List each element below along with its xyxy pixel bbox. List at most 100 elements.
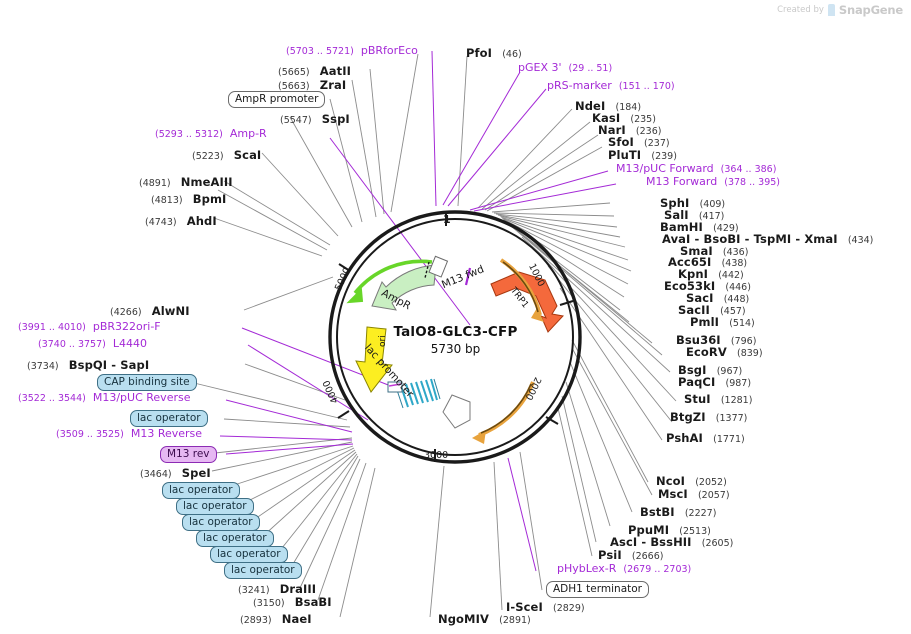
- enzyme-label-bsu36i[interactable]: Bsu36I (796): [676, 331, 756, 347]
- enzyme-label-draiii[interactable]: (3241) DraIII: [238, 580, 316, 596]
- enzyme-label-eco53ki[interactable]: Eco53kI (446): [664, 277, 751, 293]
- enzyme-label-acc65i[interactable]: Acc65I (438): [668, 253, 747, 269]
- enzyme-label-pshai[interactable]: PshAI (1771): [666, 429, 745, 445]
- primer-label-phyblex-r[interactable]: pHybLex-R (2679 .. 2703): [557, 563, 691, 575]
- feature-box-adh1-terminator[interactable]: ADH1 terminator: [546, 581, 649, 599]
- label-position: (5703 .. 5721): [286, 46, 354, 57]
- enzyme-label-ppumi[interactable]: PpuMI (2513): [628, 521, 711, 537]
- label-name: M13 Forward: [646, 175, 718, 188]
- feature-box-lac-operator[interactable]: lac operator: [182, 514, 260, 532]
- primer-label-m13-forward[interactable]: M13 Forward (378 .. 395): [646, 176, 780, 188]
- label-name: BspQI - SapI: [68, 358, 150, 372]
- label-position: (2513): [679, 526, 711, 537]
- label-name: NcoI: [656, 474, 686, 488]
- feature-box-m13-rev[interactable]: M13 rev: [160, 446, 217, 464]
- enzyme-label-pmli[interactable]: PmlI (514): [690, 313, 755, 329]
- label-position: (839): [737, 348, 763, 359]
- label-name: I-SceI: [506, 600, 543, 614]
- enzyme-label-asci-bsshii[interactable]: AscI - BssHII (2605): [610, 533, 733, 549]
- enzyme-label-ncoi[interactable]: NcoI (2052): [656, 472, 727, 488]
- feature-box-lac-operator[interactable]: lac operator: [224, 562, 302, 580]
- enzyme-label-naei[interactable]: (2893) NaeI: [240, 610, 312, 626]
- enzyme-label-ndei[interactable]: NdeI (184): [575, 97, 641, 113]
- feature-box-lac-operator[interactable]: lac operator: [176, 498, 254, 516]
- label-name: PsiI: [598, 548, 622, 562]
- label-position: (434): [847, 235, 874, 246]
- enzyme-label-aatii[interactable]: (5665) AatII: [278, 62, 351, 78]
- enzyme-label-bpmi[interactable]: (4813) BpmI: [151, 190, 226, 206]
- primer-label-l4440[interactable]: (3740 .. 3757) L4440: [38, 338, 147, 350]
- enzyme-label-msci[interactable]: MscI (2057): [658, 485, 730, 501]
- enzyme-label-sphi[interactable]: SphI (409): [660, 194, 725, 210]
- enzyme-label-bamhi[interactable]: BamHI (429): [660, 218, 739, 234]
- enzyme-label-kasi[interactable]: KasI (235): [592, 109, 656, 125]
- primer-label-pbrforeco[interactable]: (5703 .. 5721) pBRforEco: [286, 45, 418, 57]
- primer-label-amp-r[interactable]: (5293 .. 5312) Amp-R: [155, 128, 267, 140]
- label-position: (2227): [684, 508, 717, 519]
- enzyme-label-sspi[interactable]: (5547) SspI: [280, 110, 350, 126]
- feature-box-lac-operator[interactable]: lac operator: [162, 482, 240, 500]
- snapgene-watermark: Created by SnapGene: [777, 3, 903, 17]
- label-name: PmlI: [690, 315, 720, 329]
- position-ticks: [337, 212, 574, 462]
- enzyme-label-alwni[interactable]: (4266) AlwNI: [110, 302, 190, 318]
- enzyme-label-avai-bsobi-tspmi-xmai[interactable]: AvaI - BsoBI - TspMI - XmaI (434): [662, 230, 873, 246]
- enzyme-label-scai[interactable]: (5223) ScaI: [192, 146, 261, 162]
- label-position: (235): [630, 114, 656, 125]
- enzyme-label-bstbi[interactable]: BstBI (2227): [640, 503, 716, 519]
- enzyme-label-spei[interactable]: (3464) SpeI: [140, 464, 211, 480]
- label-position: (2666): [631, 551, 664, 562]
- enzyme-label-psii[interactable]: PsiI (2666): [598, 546, 663, 562]
- enzyme-label-bspqi-sapi[interactable]: (3734) BspQI - SapI: [27, 356, 149, 372]
- enzyme-label-bsabi[interactable]: (3150) BsaBI: [253, 593, 332, 609]
- primer-label-m13-reverse[interactable]: (3509 .. 3525) M13 Reverse: [56, 428, 202, 440]
- feature-ampR: [371, 255, 449, 311]
- enzyme-label-paqci[interactable]: PaqCI (987): [678, 373, 751, 389]
- enzyme-label-ahdi[interactable]: (4743) AhdI: [145, 212, 217, 228]
- enzyme-label-saci[interactable]: SacI (448): [686, 289, 749, 305]
- enzyme-label-pluti[interactable]: PluTI (239): [608, 146, 677, 162]
- enzyme-label-sfoi[interactable]: SfoI (237): [608, 133, 670, 149]
- label-name: pHybLex-R: [557, 562, 617, 575]
- feature-box-lac-operator[interactable]: lac operator: [210, 546, 288, 564]
- label-name: ScaI: [233, 148, 262, 162]
- enzyme-label-pfoi[interactable]: PfoI (46): [466, 44, 522, 60]
- enzyme-label-kpni[interactable]: KpnI (442): [678, 265, 744, 281]
- enzyme-label-nmeaiii[interactable]: (4891) NmeAIII: [139, 173, 233, 189]
- enzyme-label-zrai[interactable]: (5663) ZraI: [278, 76, 346, 92]
- enzyme-label-sacii[interactable]: SacII (457): [678, 301, 746, 317]
- label-position: (239): [651, 151, 677, 162]
- primer-label-prs-marker[interactable]: pRS-marker (151 .. 170): [547, 80, 675, 92]
- primer-label-pbr322ori-f[interactable]: (3991 .. 4010) pBR322ori-F: [18, 321, 161, 333]
- feature-TRP1: [490, 271, 564, 333]
- feature-box-ampr-promoter[interactable]: AmpR promoter: [228, 91, 326, 109]
- label-position: (184): [615, 102, 642, 113]
- enzyme-label-smai[interactable]: SmaI (436): [680, 242, 748, 258]
- primer-label-m13-puc-forward[interactable]: M13/pUC Forward (364 .. 386): [616, 163, 776, 175]
- enzyme-label-ecorv[interactable]: EcoRV (839): [686, 343, 763, 359]
- feature-box-cap-binding-site[interactable]: CAP binding site: [97, 374, 197, 392]
- primer-label-m13-puc-reverse[interactable]: (3522 .. 3544) M13/pUC Reverse: [18, 392, 190, 404]
- feature-box-lac-operator[interactable]: lac operator: [130, 410, 208, 428]
- enzyme-label-btgzi[interactable]: BtgZI (1377): [670, 408, 747, 424]
- label-name: pBRforEco: [360, 44, 418, 57]
- label-position: (967): [716, 366, 743, 377]
- enzyme-label-bsgi[interactable]: BsgI (967): [678, 361, 742, 377]
- label-position: (236): [635, 126, 662, 137]
- feature-lac-operator-cluster: [387, 378, 441, 409]
- enzyme-label-nari[interactable]: NarI (236): [598, 121, 661, 137]
- label-position: (429): [713, 223, 739, 234]
- plasmid-size: 5730 bp: [430, 342, 481, 356]
- label-name: PaqCI: [678, 375, 716, 389]
- enzyme-label-ngomiv[interactable]: NgoMIV (2891): [438, 610, 531, 626]
- primer-label-pgex-3[interactable]: pGEX 3' (29 .. 51): [518, 62, 612, 74]
- enzyme-label-i-scei[interactable]: I-SceI (2829): [506, 598, 585, 614]
- enzyme-label-sali[interactable]: SalI (417): [664, 206, 724, 222]
- label-name: BstBI: [640, 505, 675, 519]
- label-position: (3241): [238, 585, 270, 596]
- label-name: NdeI: [575, 99, 606, 113]
- label-position: (987): [725, 378, 752, 389]
- enzyme-label-stui[interactable]: StuI (1281): [684, 390, 752, 406]
- feature-box-lac-operator[interactable]: lac operator: [196, 530, 274, 548]
